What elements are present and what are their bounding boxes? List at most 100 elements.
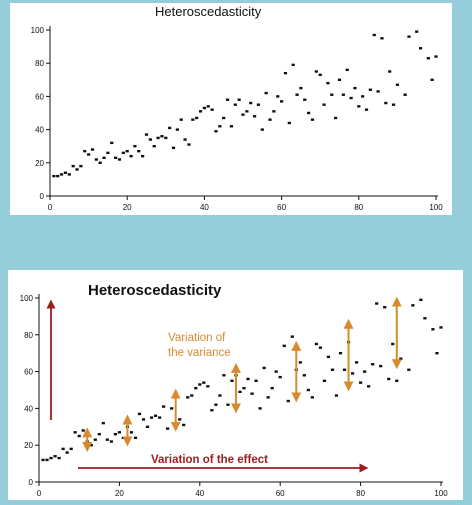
data-point [330, 93, 334, 96]
data-point [222, 374, 226, 377]
data-point [426, 57, 430, 60]
data-point [403, 93, 407, 96]
data-point [233, 103, 237, 106]
data-point [383, 306, 387, 309]
data-point [65, 451, 69, 454]
data-point [364, 108, 369, 111]
data-point [102, 156, 106, 160]
data-point [53, 455, 57, 458]
data-point [354, 361, 359, 364]
data-point [283, 71, 288, 75]
data-point [241, 113, 245, 116]
data-point [276, 95, 280, 98]
data-point [270, 386, 274, 390]
data-point [361, 95, 365, 98]
data-point [264, 91, 268, 95]
data-point [202, 106, 206, 110]
data-point [367, 385, 371, 388]
data-point [75, 168, 79, 171]
data-point [69, 447, 73, 451]
data-point [90, 148, 95, 151]
data-point [237, 98, 241, 101]
data-point [162, 405, 166, 408]
data-point [368, 88, 372, 91]
data-point [182, 423, 186, 427]
data-point [286, 399, 290, 403]
data-point [322, 103, 326, 106]
chart-panel-top: Heteroscedasticity 0 20 40 60 80 100 0 20 40 60 80… [10, 3, 452, 215]
scatter-chart-bottom: Heteroscedasticity Variation of the vari… [20, 282, 449, 498]
data-point [330, 368, 335, 371]
data-point [434, 55, 438, 58]
data-point [137, 149, 141, 153]
x-tick-label: 60 [277, 203, 286, 212]
data-point [225, 98, 230, 101]
data-point [307, 111, 311, 115]
effect-label: Variation of the effect [151, 454, 268, 466]
data-point [407, 368, 411, 371]
data-point [246, 377, 250, 381]
data-point [254, 379, 258, 382]
data-point [268, 118, 272, 121]
data-point [41, 458, 45, 462]
data-point [375, 302, 379, 305]
data-point [411, 304, 415, 307]
data-point [144, 133, 149, 136]
data-point [109, 440, 113, 443]
data-point [121, 436, 126, 440]
data-point [337, 78, 342, 81]
data-point [345, 68, 349, 72]
data-point [191, 118, 195, 121]
data-point [338, 352, 343, 355]
chart-panel-bottom: Heteroscedasticity Variation of the vari… [8, 270, 463, 500]
variance-label-line2: the variance [168, 347, 231, 359]
data-point [250, 392, 254, 395]
data-point [314, 342, 318, 346]
data-point [210, 409, 214, 412]
data-point [310, 396, 314, 399]
data-point [282, 344, 286, 348]
data-point [89, 444, 93, 447]
data-point [287, 121, 291, 125]
data-point [153, 414, 158, 417]
y-tick-label: 0 [29, 478, 34, 487]
data-point [79, 164, 83, 168]
data-point [113, 432, 117, 436]
y-tick-label: 60 [35, 92, 44, 101]
data-point [137, 412, 142, 416]
x-tick-label: 40 [195, 489, 204, 498]
data-point [256, 103, 261, 106]
y-tick-label: 60 [24, 368, 33, 377]
data-point [280, 100, 284, 103]
data-point [61, 447, 65, 451]
data-point [430, 78, 434, 81]
data-point [198, 383, 202, 386]
x-tick-label: 100 [434, 489, 448, 498]
data-point [363, 370, 367, 373]
data-point [252, 115, 257, 118]
data-point [278, 375, 282, 379]
y-tick-label: 40 [24, 404, 33, 413]
data-point [407, 35, 411, 38]
data-point [372, 33, 376, 37]
data-point [326, 81, 330, 85]
data-point [387, 377, 391, 381]
data-point [302, 374, 306, 377]
data-point [391, 103, 396, 106]
data-point [87, 153, 91, 156]
data-point [93, 438, 97, 441]
data-point [238, 390, 242, 394]
data-point [73, 431, 77, 434]
data-point [148, 138, 152, 141]
data-point [206, 105, 210, 108]
y-tick-label: 20 [24, 441, 33, 450]
data-point [260, 128, 264, 131]
data-point [129, 154, 133, 158]
data-point [156, 136, 160, 140]
data-point [341, 93, 345, 96]
data-point [262, 366, 266, 370]
data-point [133, 145, 137, 148]
data-point [419, 298, 423, 302]
data-point [415, 30, 419, 33]
data-point [81, 429, 85, 432]
